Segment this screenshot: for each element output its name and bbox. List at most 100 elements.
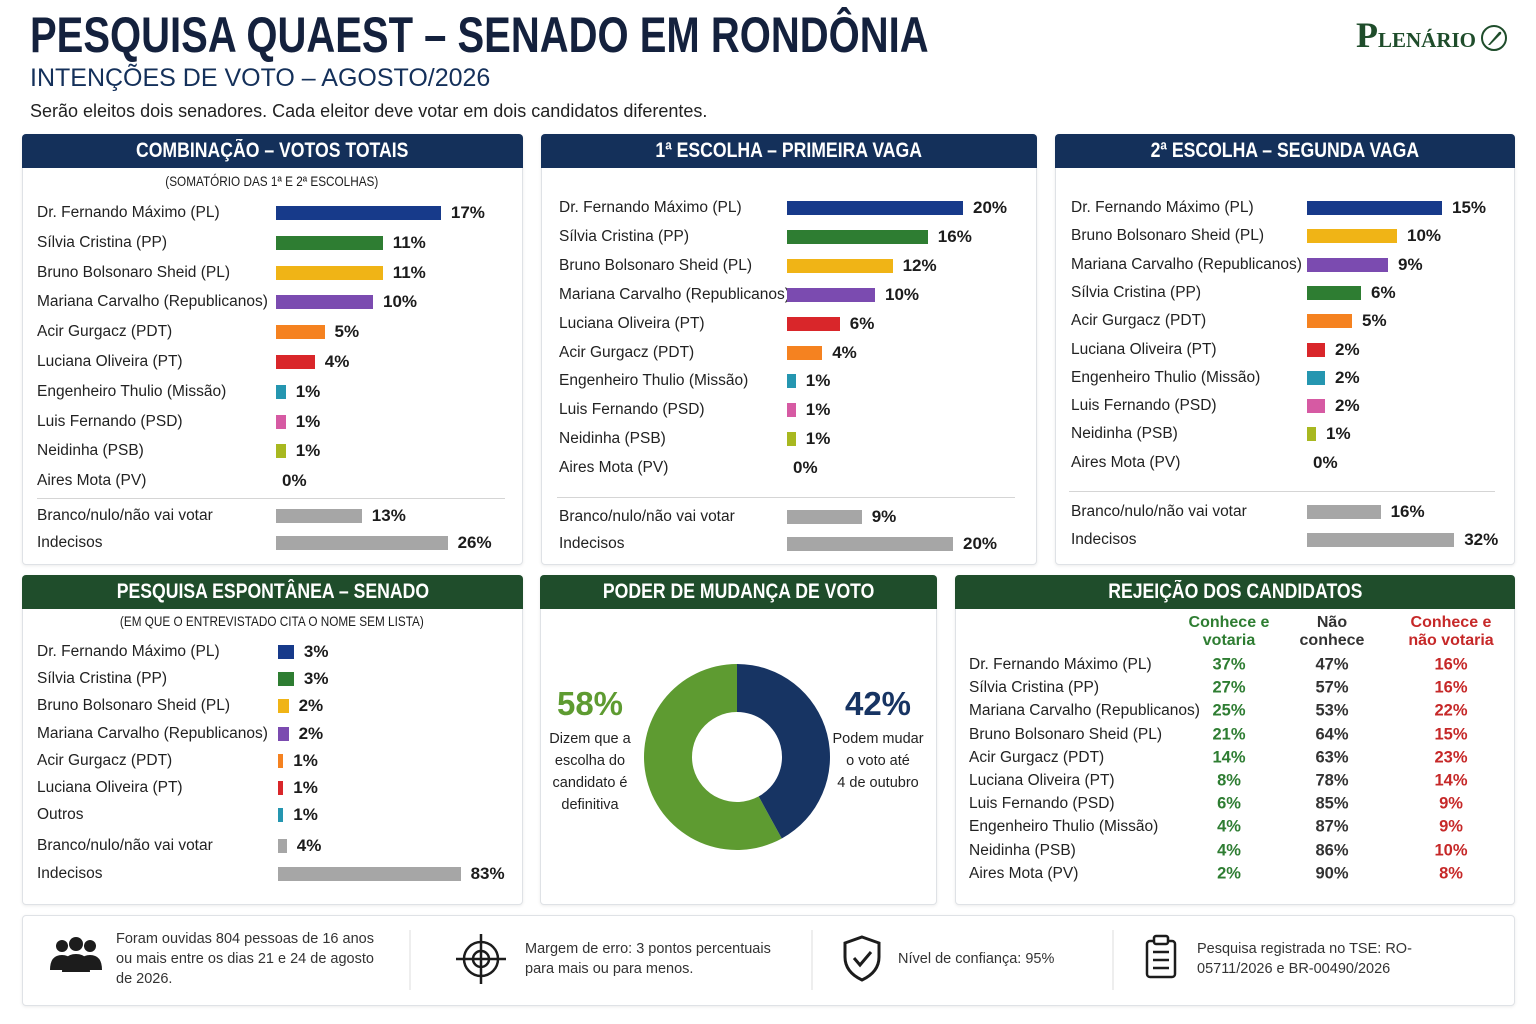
people-icon: [50, 937, 102, 972]
separator: [37, 498, 505, 499]
row-label: Engenheiro Thulio (Missão): [969, 818, 1159, 836]
value-label: 10%: [383, 292, 418, 312]
value-label: 1%: [293, 750, 318, 770]
table-cell: 14%: [1212, 748, 1246, 767]
footer-text: Foram ouvidas 804 pessoas de 16 anos ou …: [116, 931, 374, 987]
bar: [787, 229, 928, 244]
category-label: Mariana Carvalho (Republicanos): [559, 285, 790, 303]
category-label: Neidinha (PSB): [1071, 425, 1178, 443]
value-label: 1%: [295, 411, 321, 431]
category-label: Luciana Oliveira (PT): [1071, 340, 1217, 358]
table-cell: 6%: [1217, 794, 1241, 813]
bar: [278, 726, 289, 741]
column-header: Conhece e: [1410, 614, 1492, 631]
category-label: Indecisos: [1071, 530, 1137, 548]
value-label: 83%: [470, 864, 505, 883]
column-header: Não: [1316, 614, 1348, 631]
bar: [276, 509, 362, 523]
panel-subtitle-text: (EM QUE O ENTREVISTADO CITA O NOME SEM L…: [119, 613, 424, 629]
category-label: Acir Gurgacz (PDT): [37, 323, 173, 341]
table-cell: 8%: [1439, 864, 1463, 883]
row-label: Luciana Oliveira (PT): [969, 772, 1115, 789]
value-label: 6%: [1371, 282, 1396, 302]
value-label: 10%: [1407, 226, 1442, 246]
table-cell: 25%: [1212, 701, 1246, 720]
bar: [276, 295, 373, 310]
bar: [278, 867, 461, 881]
panel: [22, 575, 523, 905]
bar: [278, 672, 294, 687]
category-label: Neidinha (PSB): [559, 430, 666, 448]
category-label: Engenheiro Thulio (Missão): [559, 372, 749, 390]
category-label: Luciana Oliveira (PT): [37, 353, 183, 370]
bar: [787, 432, 796, 447]
bar: [278, 753, 284, 768]
value-label: 9%: [1398, 254, 1423, 274]
value-label: 12%: [902, 255, 937, 275]
bar: [1307, 370, 1325, 385]
category-label: Sílvia Cristina (PP): [1071, 283, 1202, 301]
value-label: 17%: [450, 203, 485, 222]
category-label: Aires Mota (PV): [37, 472, 147, 490]
row-label: Dr. Fernando Máximo (PL): [969, 656, 1152, 673]
footer-text: Pesquisa registrada no TSE: RO-05711/202…: [1197, 941, 1412, 977]
panel-title-text: COMBINAÇÃO – VOTOS TOTAIS: [136, 139, 409, 162]
category-label: Dr. Fernando Máximo (PL): [1071, 199, 1254, 216]
panel: [540, 575, 937, 905]
value-label: 32%: [1464, 529, 1499, 549]
table-cell: 64%: [1315, 725, 1349, 744]
value-label: 11%: [392, 262, 426, 282]
category-label: Sílvia Cristina (PP): [37, 233, 168, 251]
category-label: Outros: [37, 806, 84, 824]
category-label: Dr. Fernando Máximo (PL): [37, 204, 220, 221]
value-label: 15%: [1452, 198, 1487, 217]
table-cell: 9%: [1439, 817, 1463, 836]
bar: [276, 384, 286, 399]
category-label: Indecisos: [37, 534, 103, 551]
table-cell: 85%: [1315, 794, 1349, 813]
footer-panel: [22, 915, 1515, 1006]
value-label: 0%: [282, 471, 307, 491]
bar: [1307, 229, 1397, 244]
value-label: 5%: [334, 322, 360, 342]
value-label: 0%: [793, 458, 818, 478]
pie-caption: escolha do: [554, 753, 626, 769]
shield-icon: [843, 935, 881, 982]
value-label: 5%: [1362, 311, 1387, 331]
category-label: Branco/nulo/não vai votar: [37, 507, 213, 524]
table-cell: 4%: [1217, 817, 1241, 836]
table-cell: 4%: [1217, 841, 1241, 860]
value-label: 9%: [871, 507, 897, 526]
panel-title-text: REJEIÇÃO DOS CANDIDATOS: [1107, 580, 1363, 603]
column-header: Conhece e: [1188, 614, 1270, 631]
category-label: Engenheiro Thulio (Missão): [1071, 368, 1261, 386]
bar: [276, 355, 315, 369]
value-label: 11%: [392, 232, 426, 252]
panel-title: PESQUISA ESPONTÂNEA – SENADO: [22, 575, 523, 609]
panel-title-text: PESQUISA ESPONTÂNEA – SENADO: [116, 580, 429, 603]
bar: [1307, 285, 1361, 300]
bar: [276, 414, 286, 429]
separator: [1069, 491, 1495, 492]
pie-value-label: 58%: [556, 685, 624, 722]
category-label: Aires Mota (PV): [1071, 453, 1181, 471]
bar: [787, 345, 823, 360]
bar: [787, 201, 963, 215]
donut-slice: [737, 664, 830, 839]
category-label: Sílvia Cristina (PP): [559, 227, 690, 245]
panel-subtitle: (SOMATÓRIO DAS 1ª E 2ª ESCOLHAS): [22, 173, 521, 189]
value-label: 2%: [1335, 367, 1360, 387]
table-cell: 47%: [1315, 655, 1349, 674]
panel: [22, 134, 523, 565]
value-label: 10%: [885, 284, 920, 304]
bar: [1307, 427, 1316, 442]
category-label: Neidinha (PSB): [37, 442, 144, 460]
category-label: Aires Mota (PV): [559, 459, 669, 477]
table-cell: 86%: [1315, 841, 1349, 860]
bar: [278, 839, 287, 853]
category-label: Bruno Bolsonaro Sheid (PL): [1071, 227, 1265, 245]
value-label: 1%: [805, 429, 831, 449]
table-cell: 78%: [1315, 771, 1349, 790]
bar: [276, 206, 441, 220]
